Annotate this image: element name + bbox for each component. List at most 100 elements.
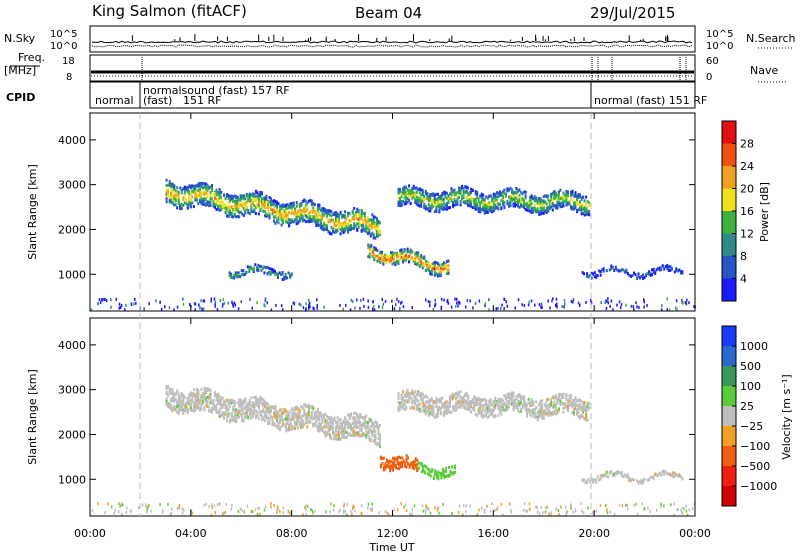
scatter-cell [577, 407, 580, 411]
scatter-cell [319, 424, 322, 428]
scatter-cell [471, 198, 474, 202]
scatter-cell [356, 425, 359, 429]
scatter-cell [433, 261, 436, 264]
scatter-cell [514, 191, 516, 195]
scatter-cell [188, 195, 191, 199]
scatter-cell [251, 401, 254, 405]
scatter-cell [472, 306, 474, 310]
scatter-cell [214, 196, 216, 200]
scatter-cell [359, 217, 362, 221]
scatter-cell [570, 299, 573, 303]
scatter-cell [582, 410, 585, 414]
scatter-cell [515, 203, 518, 207]
scatter-cell [206, 399, 209, 403]
scatter-cell [182, 302, 185, 306]
scatter-cell [222, 298, 225, 301]
scatter-cell [344, 220, 347, 224]
scatter-cell [301, 219, 304, 223]
scatter-cell [456, 297, 458, 301]
scatter-cell [295, 417, 298, 420]
scatter-cell [367, 243, 370, 247]
scatter-cell [306, 412, 309, 416]
scatter-cell [658, 268, 661, 272]
scatter-cell [541, 206, 544, 210]
scatter-cell [554, 396, 557, 400]
scatter-cell [288, 211, 291, 214]
scatter-cell [347, 214, 350, 218]
scatter-cell [526, 205, 529, 209]
scatter-cell [385, 254, 388, 258]
scatter-cell [282, 219, 285, 223]
scatter-cell [257, 195, 260, 199]
scatter-cell [350, 227, 353, 231]
scatter-cell [415, 404, 418, 408]
scatter-cell [491, 413, 494, 417]
scatter-cell [226, 419, 229, 423]
scatter-cell [374, 433, 377, 437]
scatter-cell [298, 414, 301, 418]
colorbar-tick-label: 16 [740, 205, 754, 218]
scatter-cell [560, 393, 563, 397]
scatter-cell [414, 396, 417, 400]
scatter-cell [231, 300, 233, 304]
scatter-cell [586, 209, 589, 213]
scatter-cell [165, 399, 168, 403]
scatter-cell [389, 459, 391, 463]
scatter-cell [462, 200, 465, 204]
scatter-cell [280, 407, 283, 411]
cpid-seg1-text1: normal [95, 94, 134, 107]
scatter-cell [583, 272, 586, 276]
scatter-cell [312, 215, 315, 219]
scatter-cell [574, 401, 577, 405]
scatter-cell [573, 411, 575, 415]
scatter-cell [256, 403, 259, 407]
scatter-cell [400, 251, 403, 255]
scatter-cell [270, 202, 272, 206]
scatter-cell [292, 201, 295, 205]
scatter-cell [274, 406, 277, 410]
scatter-cell [285, 426, 288, 430]
scatter-cell [377, 437, 380, 440]
scatter-cell [335, 429, 337, 433]
scatter-cell [318, 218, 321, 222]
scatter-cell [344, 426, 347, 430]
scatter-cell [283, 277, 286, 281]
scatter-cell [429, 264, 432, 268]
scatter-cell [418, 204, 421, 208]
scatter-cell [194, 396, 197, 400]
scatter-cell [367, 255, 370, 259]
nsky-tick-bottom: 10^0 [50, 41, 77, 52]
scatter-cell [298, 411, 301, 415]
scatter-cell [412, 184, 415, 188]
scatter-cell [319, 224, 322, 228]
scatter-cell [552, 297, 554, 301]
scatter-cell [168, 196, 171, 200]
scatter-cell [191, 394, 194, 398]
scatter-cell [198, 182, 201, 185]
scatter-cell [402, 390, 405, 394]
scatter-cell [209, 395, 212, 398]
scatter-cell [354, 425, 357, 429]
scatter-cell [289, 427, 292, 431]
scatter-cell [194, 198, 197, 202]
scatter-cell [239, 401, 242, 405]
scatter-cell [438, 199, 441, 203]
scatter-cell [447, 206, 450, 210]
scatter-cell [408, 198, 411, 202]
scatter-cell [292, 418, 295, 422]
scatter-cell [191, 398, 194, 401]
scatter-cell [223, 401, 226, 405]
scatter-cell [338, 427, 340, 431]
scatter-cell [397, 254, 400, 258]
scatter-cell [203, 190, 206, 193]
scatter-cell [195, 394, 198, 398]
scatter-cell [252, 269, 255, 273]
scatter-cell [194, 394, 197, 398]
scatter-cell [408, 395, 411, 399]
scatter-cell [365, 420, 368, 424]
scatter-cell [439, 200, 442, 204]
scatter-cell [273, 423, 275, 427]
scatter-cell [459, 203, 462, 207]
scatter-cell [607, 301, 610, 305]
scatter-cell [244, 405, 247, 409]
